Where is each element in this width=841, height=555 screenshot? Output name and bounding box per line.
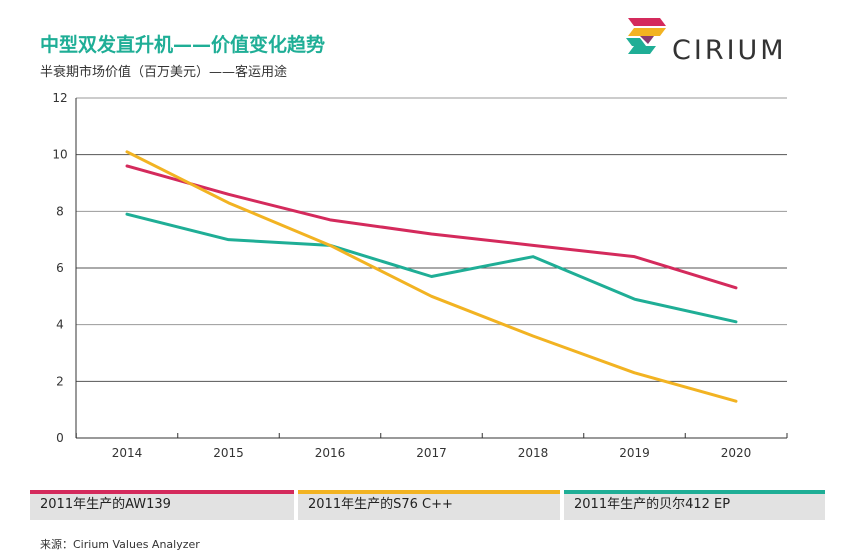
y-tick-label: 8	[56, 204, 64, 218]
x-tick-label: 2018	[518, 446, 549, 460]
y-tick-label: 6	[56, 261, 64, 275]
legend: 2011年生产的AW139 2011年生产的S76 C++ 2011年生产的贝尔…	[30, 490, 825, 522]
series-line-aw139	[125, 164, 738, 290]
x-tick-label: 2016	[315, 446, 346, 460]
legend-label-aw139: 2011年生产的AW139	[40, 497, 171, 512]
x-tick-label: 2014	[112, 446, 143, 460]
x-tick-label: 2020	[721, 446, 752, 460]
chart-subtitle: 半衰期市场价值（百万美元）——客运用途	[40, 65, 288, 80]
x-tick-label: 2015	[213, 446, 244, 460]
series-line-bell412	[125, 212, 738, 324]
y-tick-label: 2	[56, 374, 64, 388]
legend-label-bell412: 2011年生产的贝尔412 EP	[574, 497, 731, 512]
series-line-s76	[125, 150, 738, 403]
legend-item-aw139: 2011年生产的AW139	[30, 490, 294, 520]
cirium-logo-icon	[626, 18, 666, 54]
legend-swatch-s76	[298, 490, 560, 494]
x-tick-label: 2019	[619, 446, 650, 460]
y-tick-label: 10	[52, 148, 67, 162]
legend-item-s76: 2011年生产的S76 C++	[298, 490, 560, 520]
chart-title: 中型双发直升机——价值变化趋势	[40, 34, 326, 56]
logo-text: CIRIUM	[672, 35, 787, 66]
source-note: 来源：Cirium Values Analyzer	[40, 538, 200, 551]
legend-swatch-bell412	[564, 490, 825, 494]
line-chart: 0 2 4 6 8 10 12 2014 2015 2016 2017 2018 2019 2020	[52, 91, 788, 460]
y-tick-label: 0	[56, 431, 64, 445]
y-tick-label: 4	[56, 318, 64, 332]
legend-label-s76: 2011年生产的S76 C++	[308, 497, 453, 512]
y-tick-label: 12	[52, 91, 67, 105]
x-tick-label: 2017	[416, 446, 447, 460]
legend-swatch-aw139	[30, 490, 294, 494]
legend-item-bell412: 2011年生产的贝尔412 EP	[564, 490, 825, 520]
